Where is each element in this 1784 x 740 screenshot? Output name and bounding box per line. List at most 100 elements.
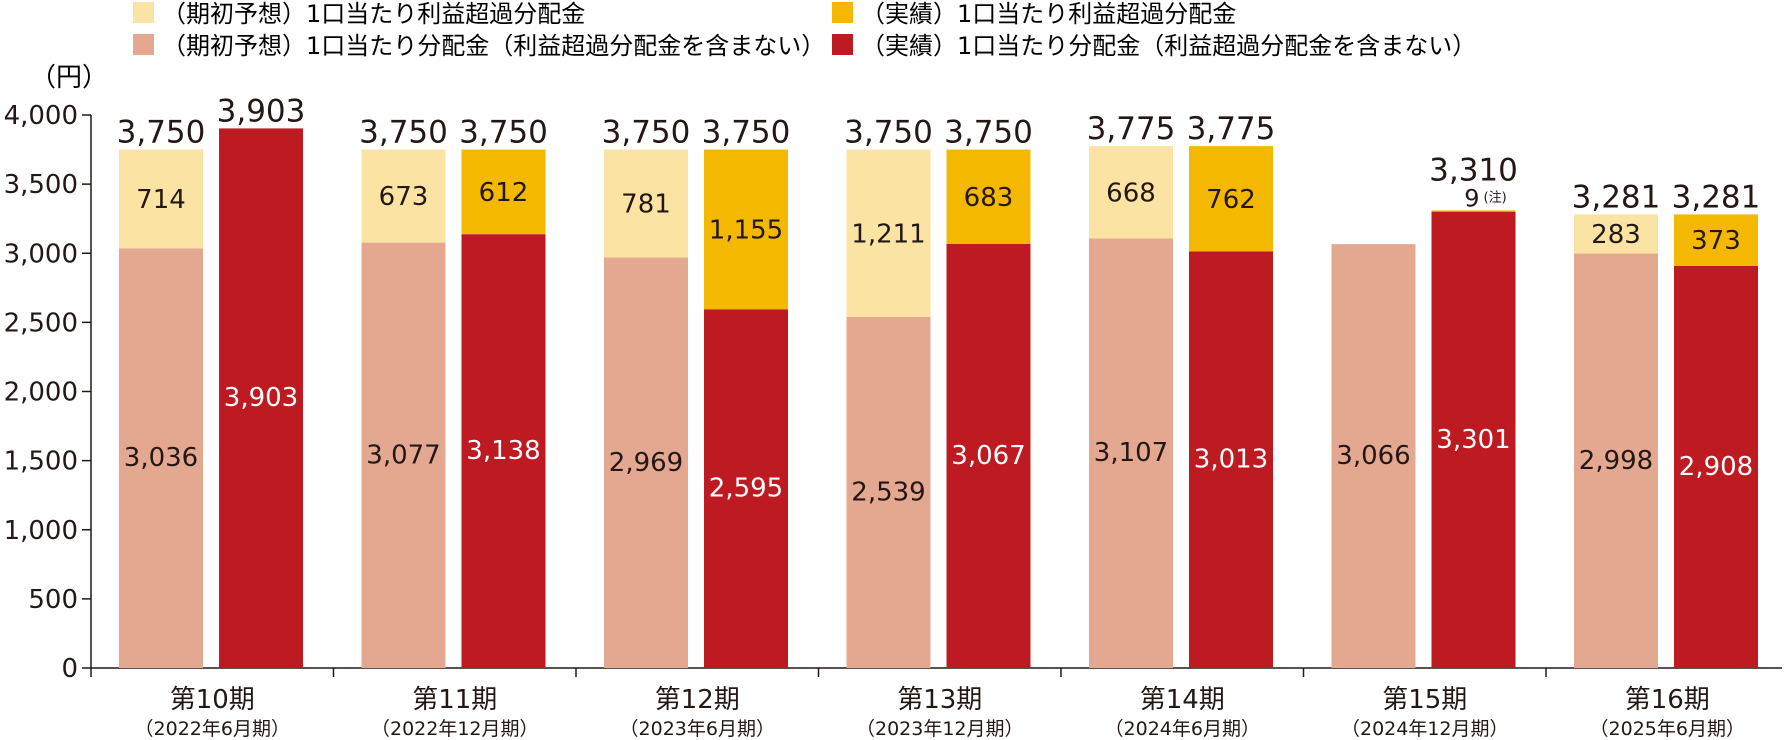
period-name: 第13期 [897, 685, 982, 715]
forecast-total-label: 3,281 [1572, 179, 1661, 215]
actual-excess-label: 612 [479, 178, 529, 208]
y-axis-ticks: 0 500 1,000 1,500 2,000 2,500 3,000 3,500 4,000 [4, 101, 91, 684]
legend-swatch-forecast-base [133, 34, 154, 55]
forecast-excess-label: 673 [379, 182, 429, 212]
y-axis-unit: （円） [30, 63, 108, 93]
legend-item-actual-base: （実績）1口当たり分配金（利益超過分配金を含まない） [832, 32, 1476, 60]
actual-excess-segment [461, 149, 546, 235]
forecast-excess-segment [119, 149, 203, 249]
forecast-total-label: 3,750 [844, 115, 933, 151]
y-tick-label: 2,500 [4, 308, 78, 338]
actual-bar: 373 2,908 3,281 [1672, 179, 1761, 668]
actual-base-label: 3,013 [1194, 445, 1268, 475]
forecast-base-segment [1331, 244, 1416, 669]
forecast-excess-segment [361, 149, 446, 243]
forecast-base-label: 2,969 [609, 448, 683, 478]
period-name: 第10期 [170, 685, 255, 715]
forecast-base-segment [119, 248, 203, 668]
legend-swatch-actual-excess [832, 2, 853, 23]
actual-excess-label: 373 [1691, 226, 1741, 256]
actual-excess-note: (注) [1484, 190, 1507, 205]
y-tick-label: 4,000 [4, 101, 78, 131]
actual-base-label: 2,595 [709, 474, 783, 504]
actual-excess-segment [1674, 214, 1758, 266]
y-tick-label: 3,000 [4, 239, 78, 269]
forecast-bar: 714 3,036 3,750 [117, 115, 206, 668]
actual-base-label: 3,067 [951, 441, 1025, 471]
legend-label-actual-excess: （実績）1口当たり利益超過分配金 [861, 0, 1236, 28]
forecast-bar: 283 2,998 3,281 [1572, 179, 1661, 669]
forecast-total-label: 3,775 [1087, 111, 1176, 147]
actual-excess-label: 683 [964, 183, 1014, 213]
forecast-base-segment [361, 242, 446, 669]
actual-excess-segment [1189, 146, 1273, 252]
period-subtitle: （2025年6月期） [1590, 718, 1745, 740]
forecast-excess-label: 668 [1106, 178, 1156, 208]
legend-label-forecast-excess: （期初予想）1口当たり利益超過分配金 [162, 0, 585, 28]
legend-label-actual-base: （実績）1口当たり分配金（利益超過分配金を含まない） [861, 32, 1476, 60]
actual-total-label: 3,750 [459, 115, 548, 151]
actual-base-segment [461, 234, 546, 668]
forecast-base-label: 3,107 [1094, 438, 1168, 468]
forecast-base-label: 2,539 [851, 477, 925, 507]
actual-excess-label: 1,155 [709, 215, 783, 245]
period-name: 第14期 [1140, 685, 1225, 715]
forecast-total-label: 3,750 [359, 115, 448, 151]
forecast-excess-label: 714 [136, 185, 186, 215]
legend-swatch-actual-base [832, 34, 853, 55]
period-subtitle: （2024年12月期） [1341, 718, 1509, 740]
actual-total-label: 3,750 [702, 115, 791, 151]
period-subtitle: （2023年12月期） [856, 718, 1024, 740]
actual-base-segment [1431, 211, 1516, 668]
actual-base-label: 2,908 [1679, 452, 1753, 482]
forecast-base-segment [604, 257, 688, 668]
forecast-excess-label: 1,211 [851, 219, 925, 249]
legend: （期初予想）1口当たり利益超過分配金 （実績）1口当たり利益超過分配金 （期初予… [133, 0, 1476, 60]
forecast-excess-segment [604, 149, 688, 258]
actual-base-segment [1674, 265, 1758, 668]
period-name: 第12期 [655, 685, 740, 715]
actual-total-label: 3,310 [1429, 152, 1518, 188]
actual-base-label: 3,138 [466, 436, 540, 466]
actual-total-label: 3,281 [1672, 179, 1761, 215]
forecast-excess-segment [1574, 214, 1658, 254]
legend-swatch-forecast-excess [133, 2, 154, 23]
legend-item-actual-excess: （実績）1口当たり利益超過分配金 [832, 0, 1236, 28]
actual-excess-segment [1431, 210, 1516, 212]
actual-excess-segment [704, 149, 788, 310]
legend-label-forecast-base: （期初予想）1口当たり分配金（利益超過分配金を含まない） [162, 32, 825, 60]
forecast-total-label: 3,750 [117, 115, 206, 151]
actual-excess-segment [946, 149, 1031, 244]
forecast-total-label: 3,750 [602, 115, 691, 151]
y-tick-label: 1,000 [4, 516, 78, 546]
forecast-base-label: 3,077 [366, 440, 440, 470]
forecast-base-label: 3,036 [124, 443, 198, 473]
period-name: 第11期 [412, 685, 497, 715]
actual-base-label: 3,903 [224, 383, 298, 413]
actual-excess-label: 762 [1206, 185, 1256, 215]
y-tick-label: 3,500 [4, 170, 78, 200]
forecast-bar: 781 2,969 3,750 [602, 115, 691, 668]
actual-total-label: 3,903 [217, 93, 306, 129]
period-subtitle: （2023年6月期） [620, 718, 775, 740]
legend-item-forecast-base: （期初予想）1口当たり分配金（利益超過分配金を含まない） [133, 32, 825, 60]
bars-layer: 714 3,036 3,750 3,903 3,903 673 3,077 3,750 612 3… [117, 93, 1761, 669]
actual-bar: 3,903 3,903 [217, 93, 306, 668]
actual-excess-label: 9 [1464, 184, 1479, 212]
actual-base-label: 3,301 [1436, 425, 1510, 455]
period-name: 第16期 [1625, 685, 1710, 715]
x-axis-labels: 第10期 （2022年6月期） 第11期 （2022年12月期） 第12期 （2023年6… [90, 668, 1745, 740]
period-subtitle: （2022年6月期） [135, 718, 290, 740]
period-subtitle: （2024年6月期） [1105, 718, 1260, 740]
legend-item-forecast-excess: （期初予想）1口当たり利益超過分配金 [133, 0, 585, 28]
actual-base-segment [946, 243, 1031, 668]
forecast-bar: 668 3,107 3,775 [1087, 111, 1176, 668]
forecast-base-segment [1089, 238, 1173, 668]
forecast-bar: 1,211 2,539 3,750 [844, 115, 933, 668]
actual-bar: 683 3,067 3,750 [944, 115, 1033, 668]
actual-total-label: 3,750 [944, 115, 1033, 151]
forecast-excess-label: 283 [1591, 220, 1641, 250]
forecast-excess-segment [1089, 146, 1173, 239]
period-name: 第15期 [1382, 685, 1467, 715]
